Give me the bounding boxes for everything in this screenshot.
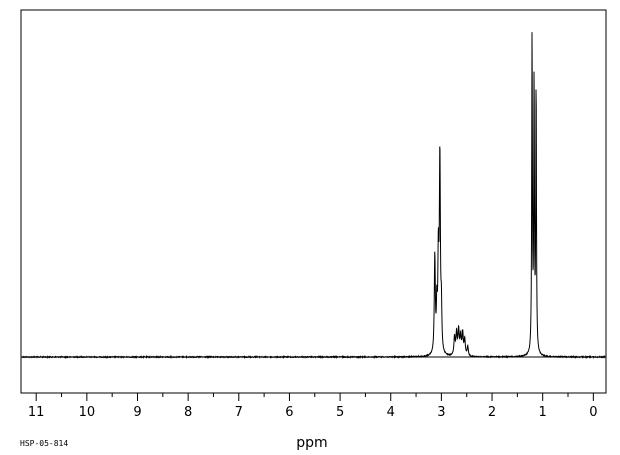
- x-axis-ticks: [35, 393, 594, 401]
- x-tick-label: 6: [285, 405, 293, 420]
- x-axis-tick-labels: 11 10 9 8 7 6 5 4 3 2 1 0: [28, 405, 598, 420]
- plot-frame: [20, 9, 607, 394]
- x-tick-label: 8: [184, 405, 192, 420]
- x-tick-label: 3: [437, 405, 445, 420]
- x-tick-label: 9: [133, 405, 141, 420]
- x-tick-label: 1: [539, 405, 547, 420]
- x-tick-label: 11: [28, 405, 45, 420]
- x-tick-label: 2: [488, 405, 496, 420]
- spectrum-line: [21, 32, 606, 360]
- x-tick-label: 10: [79, 405, 96, 420]
- x-tick-label: 4: [387, 405, 395, 420]
- x-tick-label: 0: [589, 405, 597, 420]
- x-tick-label: 7: [235, 405, 243, 420]
- x-tick-label: 5: [336, 405, 344, 420]
- x-axis-title: ppm: [296, 435, 327, 451]
- spectrum-code-label: HSP-05-814: [20, 439, 68, 448]
